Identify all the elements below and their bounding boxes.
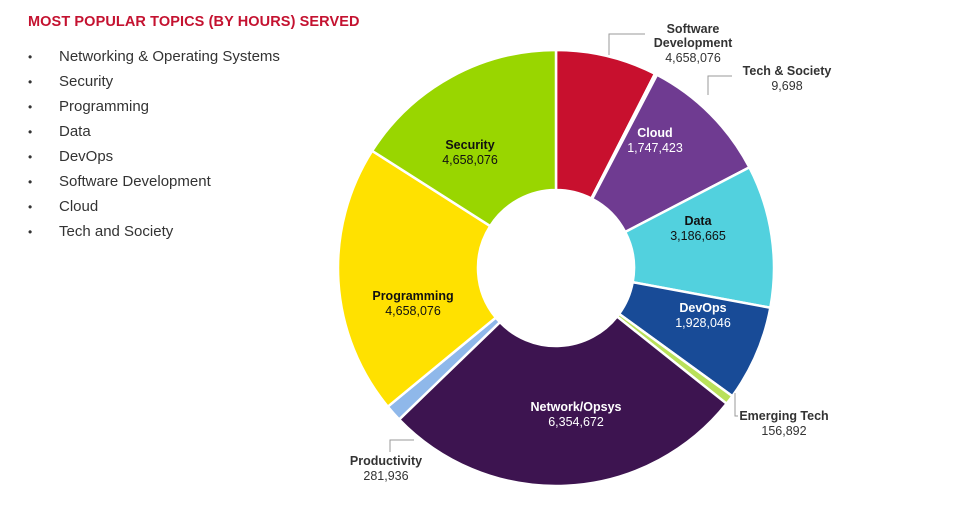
topic-label: Tech and Society — [59, 223, 174, 240]
slice-security — [370, 48, 558, 228]
topic-list-item: • DevOps — [28, 146, 280, 171]
slice-label-security: Security — [445, 138, 494, 152]
topic-label: DevOps — [59, 148, 114, 165]
topic-label: Security — [59, 73, 114, 90]
topic-label: Cloud — [59, 198, 99, 215]
slice-label-emerging-tech: Emerging Tech — [739, 409, 828, 423]
bullet-icon: • — [28, 50, 33, 64]
slice-label-devops: DevOps — [679, 301, 726, 315]
slice-label-data: Data — [684, 214, 712, 228]
bullet-icon: • — [28, 75, 33, 89]
bullet-icon: • — [28, 225, 33, 239]
slice-network-opsys — [397, 314, 729, 488]
slice-label-cloud: Cloud — [637, 126, 672, 140]
slice-value-devops: 1,928,046 — [675, 316, 731, 330]
topic-list-item: • Data — [28, 121, 280, 146]
slice-value-security: 4,658,076 — [442, 153, 498, 167]
bullet-icon: • — [28, 200, 33, 214]
slice-label-network-opsys: Network/Opsys — [530, 400, 621, 414]
slice-value-data: 3,186,665 — [670, 229, 726, 243]
topic-label: Software Development — [59, 173, 211, 190]
bullet-icon: • — [28, 175, 33, 189]
topic-list-item: • Security — [28, 71, 280, 96]
topic-list-item: • Software Development — [28, 171, 280, 196]
leader-line-productivity — [389, 439, 414, 452]
slice-label-software-development: Software — [667, 22, 720, 36]
chart-title: MOST POPULAR TOPICS (BY HOURS) SERVED — [28, 14, 360, 30]
slice-value-emerging-tech: 156,892 — [761, 424, 806, 438]
slice-value-software-development: 4,658,076 — [665, 51, 721, 65]
bullet-icon: • — [28, 150, 33, 164]
slice-label-tech-society: Tech & Society — [743, 64, 832, 78]
topic-list-item: • Networking & Operating Systems — [28, 46, 280, 71]
topic-list-item: • Programming — [28, 96, 280, 121]
slice-value-network-opsys: 6,354,672 — [548, 415, 604, 429]
slice-label-software-development: Development — [654, 36, 733, 50]
slice-programming — [336, 149, 498, 409]
leader-line-tech-society — [707, 75, 732, 95]
bullet-icon: • — [28, 100, 33, 114]
leader-line-emerging-tech — [734, 393, 738, 417]
slice-value-productivity: 281,936 — [363, 469, 408, 483]
slice-label-programming: Programming — [372, 289, 453, 303]
slice-value-programming: 4,658,076 — [385, 304, 441, 318]
topic-label: Networking & Operating Systems — [59, 48, 280, 65]
slice-value-cloud: 1,747,423 — [627, 141, 683, 155]
topic-list-item: • Cloud — [28, 196, 280, 221]
bullet-icon: • — [28, 125, 33, 139]
slice-label-productivity: Productivity — [350, 454, 422, 468]
topic-label: Programming — [59, 98, 150, 115]
topic-list-item: • Tech and Society — [28, 221, 280, 246]
slice-value-tech-society: 9,698 — [771, 79, 802, 93]
topic-label: Data — [59, 123, 91, 140]
topic-list: • Networking & Operating Systems • Securit… — [28, 46, 280, 246]
leader-line-software-development — [608, 33, 645, 55]
